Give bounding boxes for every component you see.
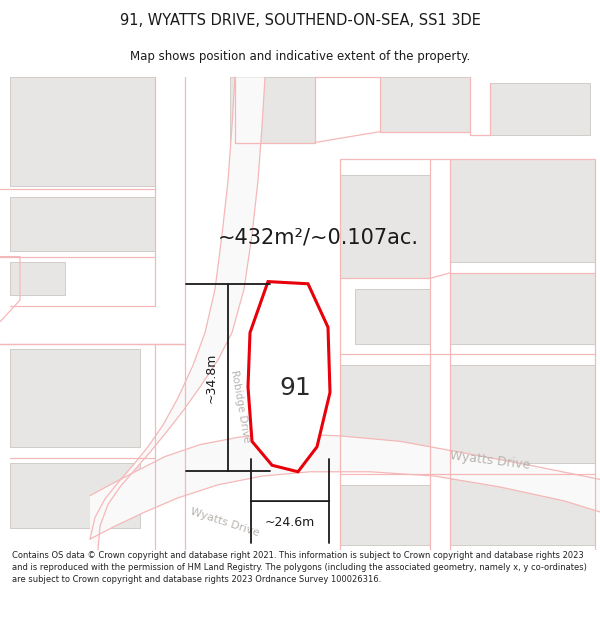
Text: ~432m²/~0.107ac.: ~432m²/~0.107ac. [218, 227, 419, 247]
Text: Wyatts Drive: Wyatts Drive [189, 507, 261, 539]
Polygon shape [10, 262, 65, 294]
Polygon shape [450, 479, 595, 544]
Text: Contains OS data © Crown copyright and database right 2021. This information is : Contains OS data © Crown copyright and d… [12, 551, 587, 584]
Text: Wyatts Drive: Wyatts Drive [449, 449, 531, 472]
Text: Map shows position and indicative extent of the property.: Map shows position and indicative extent… [130, 49, 470, 62]
Text: 91, WYATTS DRIVE, SOUTHEND-ON-SEA, SS1 3DE: 91, WYATTS DRIVE, SOUTHEND-ON-SEA, SS1 3… [119, 12, 481, 28]
Polygon shape [10, 78, 155, 186]
Polygon shape [450, 159, 595, 262]
Text: ~34.8m: ~34.8m [205, 352, 218, 403]
Polygon shape [90, 434, 600, 539]
Text: ~24.6m: ~24.6m [265, 516, 315, 529]
Text: 91: 91 [279, 376, 311, 401]
Polygon shape [10, 463, 140, 528]
Polygon shape [450, 273, 595, 344]
Polygon shape [490, 82, 590, 135]
Polygon shape [340, 485, 430, 544]
Polygon shape [10, 197, 155, 251]
Polygon shape [380, 78, 470, 132]
Polygon shape [10, 349, 140, 447]
Polygon shape [340, 175, 430, 278]
Polygon shape [355, 289, 430, 344]
Polygon shape [340, 365, 430, 452]
Polygon shape [450, 365, 595, 463]
Polygon shape [230, 78, 315, 142]
Text: Robidge Drive: Robidge Drive [229, 369, 251, 444]
Polygon shape [90, 78, 265, 550]
Polygon shape [248, 282, 330, 472]
